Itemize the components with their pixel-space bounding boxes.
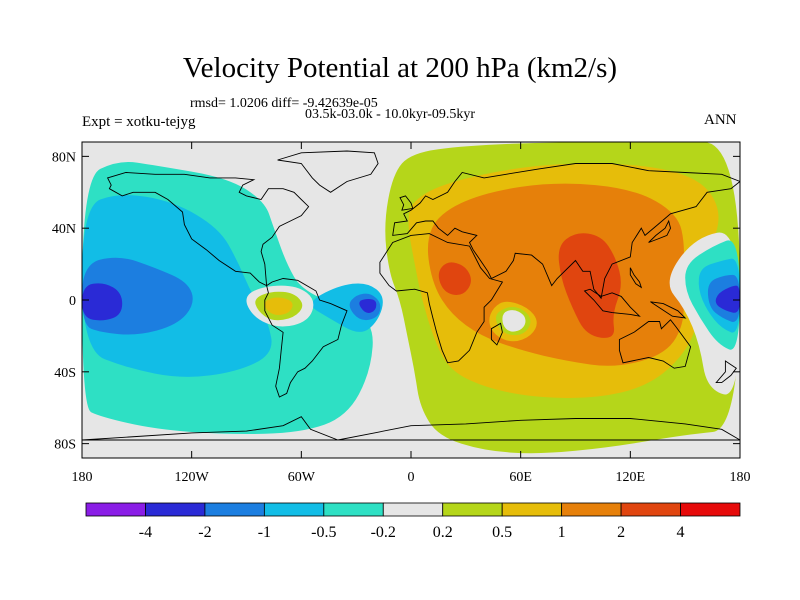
colorbar-label: 0.5 [492, 524, 512, 541]
x-tick-label: 60W [288, 470, 316, 485]
axis-ticks: 180 120W 60W 0 60E 120E 180 80N 40N 0 40S 80S [52, 142, 751, 485]
colorbar-label: 1 [558, 524, 566, 541]
colorbar-swatch [204, 502, 265, 517]
colorbar-label: 0.2 [433, 524, 453, 541]
colorbar-label: -0.2 [371, 524, 396, 541]
contour-africa-red [438, 262, 471, 295]
colorbar-swatch [561, 502, 622, 517]
coastline-africa [379, 233, 504, 364]
coastline-philippines [629, 267, 643, 289]
coastline-new-zealand [715, 360, 737, 384]
colorbar-swatch [263, 502, 325, 517]
y-tick-label: 40S [54, 366, 76, 381]
contour-indian-ocean-hole [502, 310, 526, 332]
coastline-north-america [106, 172, 310, 287]
colorbar-label: -2 [198, 524, 211, 541]
contour-atlantic-min [359, 298, 377, 313]
x-tick-label: 180 [730, 470, 751, 485]
contour-amazon-core [264, 297, 293, 315]
coastline-japan [648, 219, 671, 243]
y-tick-label: 80S [54, 438, 76, 453]
colorbar-label: 4 [677, 524, 685, 541]
colorbar: -4 -2 -1 -0.5 -0.2 0.2 0.5 1 2 4 [85, 502, 741, 541]
season-label: ANN [704, 112, 737, 128]
period-label: 03.5k-03.0k - 10.0kyr-09.5kyr [305, 107, 476, 122]
colorbar-swatch [382, 502, 444, 517]
contour-west-pacific-min [715, 285, 740, 313]
coastline-indonesia [583, 288, 641, 317]
colorbar-label: -4 [139, 524, 152, 541]
coastline-eurasia [392, 163, 740, 300]
colorbar-swatch [620, 502, 681, 517]
colorbar-swatch [442, 502, 503, 517]
colorbar-label: 2 [617, 524, 625, 541]
coastline-britain [399, 195, 414, 211]
experiment-label: Expt = xotku-tejyg [82, 114, 196, 130]
coastline-new-guinea [650, 301, 687, 319]
colorbar-label: -1 [258, 524, 271, 541]
contour-asia-red [558, 233, 621, 338]
colorbar-swatch [501, 502, 563, 517]
y-tick-label: 80N [52, 150, 76, 165]
colorbar-swatch [145, 502, 206, 517]
rmsd-diff-stats: rmsd= 1.0206 diff= -9.42639e-05 [190, 96, 378, 111]
coastline-south-america [264, 278, 348, 398]
y-tick-label: 40N [52, 222, 76, 237]
colorbar-swatch [323, 502, 384, 517]
x-tick-label: 120E [616, 470, 646, 485]
coastline-australia [618, 319, 692, 369]
x-tick-label: 180 [72, 470, 93, 485]
x-tick-label: 0 [408, 470, 415, 485]
coastline-antarctica [82, 416, 740, 441]
coastline-madagascar [490, 322, 503, 346]
x-tick-label: 120W [175, 470, 210, 485]
colorbar-label: -0.5 [311, 524, 336, 541]
y-tick-label: 0 [69, 294, 76, 309]
coastline-layer [82, 150, 740, 441]
contour-fill-layer [82, 142, 740, 454]
coastline-greenland [277, 150, 379, 193]
colorbar-swatch [85, 502, 146, 517]
x-tick-label: 60E [509, 470, 532, 485]
contour-pacific-min [82, 283, 123, 321]
colorbar-swatch [680, 502, 741, 517]
map-title: Velocity Potential at 200 hPa (km2/s) [182, 52, 618, 84]
